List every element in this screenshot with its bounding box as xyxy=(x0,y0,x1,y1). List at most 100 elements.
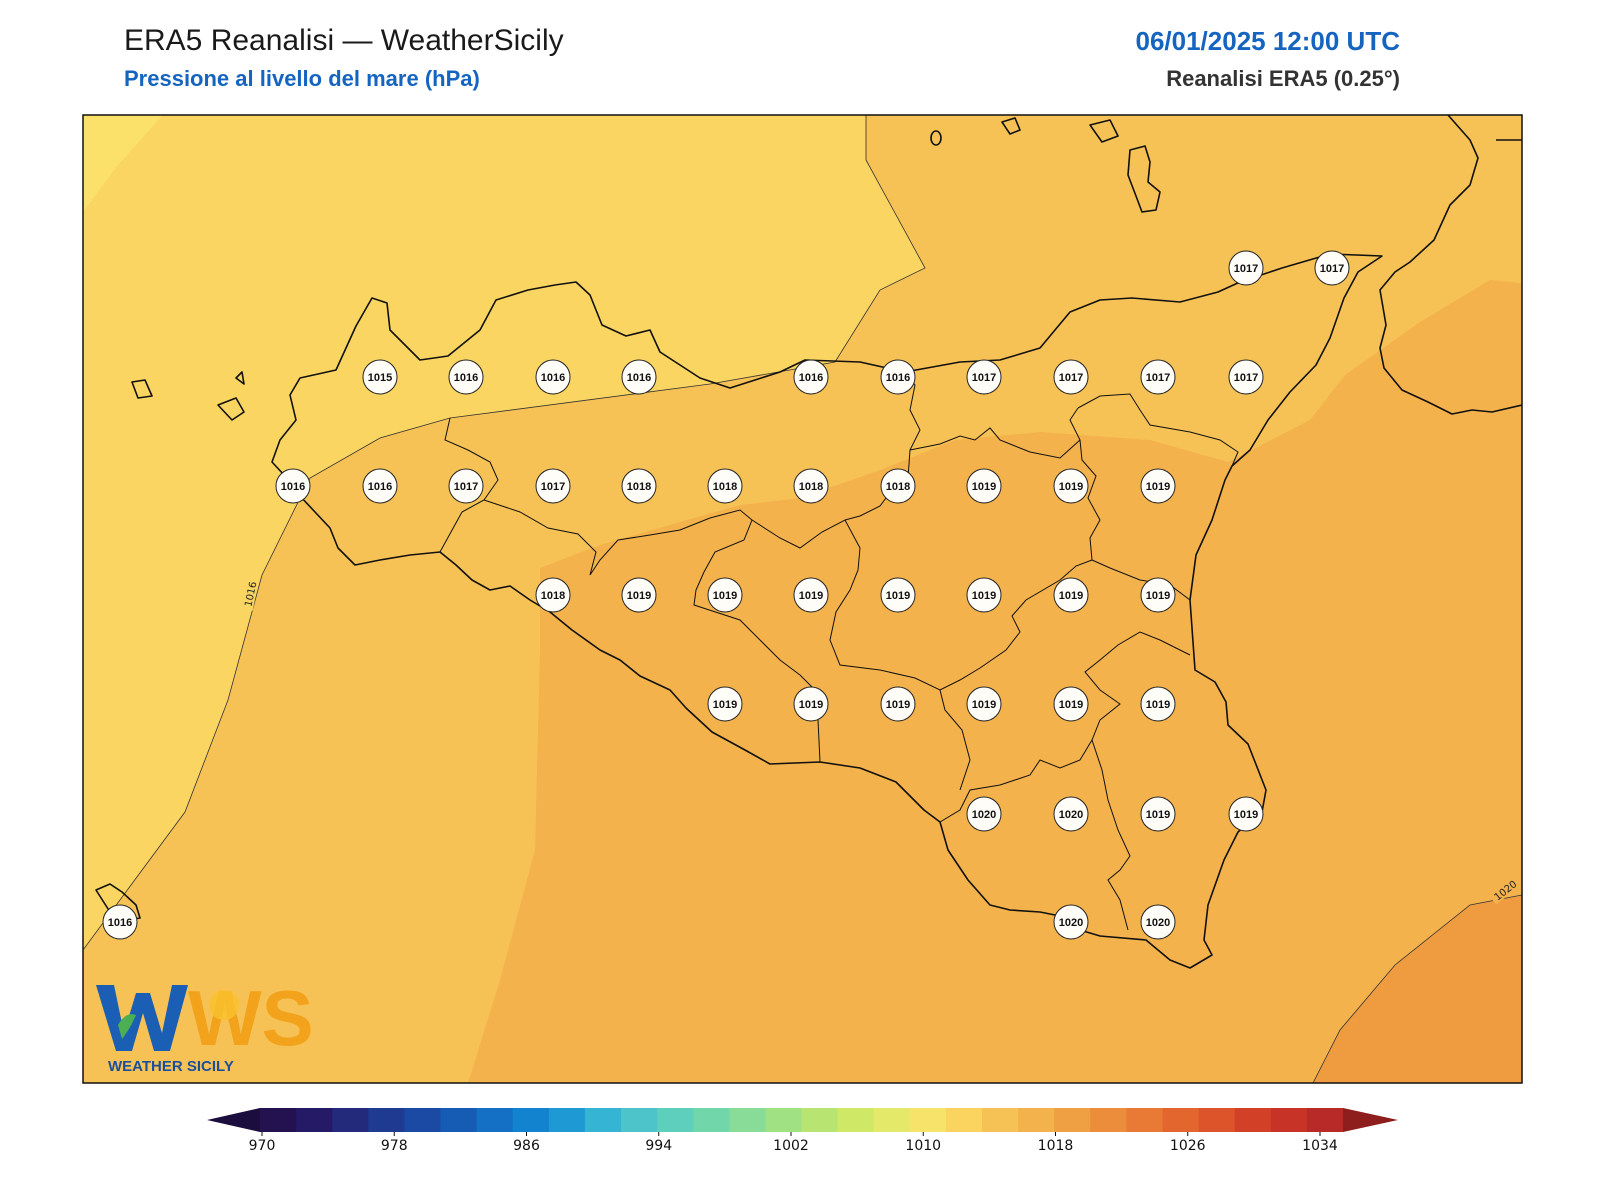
station-marker: 1017 xyxy=(1228,359,1264,395)
colorbar-cell xyxy=(729,1108,766,1132)
station-marker: 1017 xyxy=(1140,359,1176,395)
station-marker: 1018 xyxy=(535,577,571,613)
station-value: 1019 xyxy=(1146,590,1170,602)
colorbar-cell xyxy=(260,1108,297,1132)
station-marker: 1017 xyxy=(1053,359,1089,395)
station-marker: 1018 xyxy=(621,468,657,504)
colorbar-cell xyxy=(621,1108,658,1132)
colorbar-cell xyxy=(512,1108,550,1132)
province-boundaries xyxy=(439,371,1239,931)
station-value: 1020 xyxy=(1059,809,1083,821)
station-marker: 1019 xyxy=(707,686,743,722)
colorbar-tick-label: 1002 xyxy=(773,1138,809,1154)
station-value: 1017 xyxy=(541,481,565,493)
station-marker: 1019 xyxy=(1140,796,1176,832)
colorbar-cell xyxy=(1234,1108,1272,1132)
colorbar-cell xyxy=(945,1108,983,1132)
colorbar-cell xyxy=(1198,1108,1236,1132)
colorbar-tick-label: 1018 xyxy=(1038,1138,1074,1154)
station-value: 1017 xyxy=(1234,372,1258,384)
station-marker: 1017 xyxy=(1228,250,1264,286)
colorbar-cell xyxy=(440,1108,478,1132)
station-value: 1019 xyxy=(1059,481,1083,493)
station-marker: 1020 xyxy=(1053,796,1089,832)
station-marker: 1016 xyxy=(535,359,571,395)
station-value: 1016 xyxy=(627,372,651,384)
station-value: 1017 xyxy=(1234,263,1258,275)
station-marker: 1016 xyxy=(275,468,311,504)
colorbar: 970 978 986 994 1002 1010 1018 1026 1034 xyxy=(207,1108,1398,1154)
station-value: 1016 xyxy=(368,481,392,493)
station-markers: 1017 1017 1015 1016 1016 1016 1016 1016 1017 1017… xyxy=(102,250,1350,940)
colorbar-cell xyxy=(1090,1108,1127,1132)
colorbar-cell xyxy=(548,1108,586,1132)
station-marker: 1019 xyxy=(1053,686,1089,722)
field-1018 xyxy=(468,280,1522,1083)
station-marker: 1019 xyxy=(966,468,1002,504)
station-marker: 1017 xyxy=(535,468,571,504)
colorbar-cell xyxy=(296,1108,333,1132)
colorbar-cell xyxy=(909,1108,947,1132)
station-marker: 1019 xyxy=(1140,468,1176,504)
station-marker: 1016 xyxy=(793,359,829,395)
station-marker: 1020 xyxy=(966,796,1002,832)
colorbar-tick-label: 994 xyxy=(645,1138,672,1154)
station-value: 1019 xyxy=(799,699,823,711)
colorbar-tick-label: 970 xyxy=(249,1138,276,1154)
station-marker: 1019 xyxy=(707,577,743,613)
station-value: 1019 xyxy=(1146,809,1170,821)
station-marker: 1016 xyxy=(621,359,657,395)
colorbar-cell xyxy=(873,1108,911,1132)
colorbar-cell xyxy=(693,1108,730,1132)
station-marker: 1018 xyxy=(707,468,743,504)
station-value: 1019 xyxy=(1146,481,1170,493)
station-value: 1018 xyxy=(627,481,651,493)
station-marker: 1019 xyxy=(621,577,657,613)
weathersicily-logo: WS WEATHER SICILY xyxy=(96,974,314,1075)
colorbar-cell xyxy=(765,1108,803,1132)
station-marker: 1019 xyxy=(966,686,1002,722)
station-value: 1020 xyxy=(1059,917,1083,929)
station-marker: 1016 xyxy=(880,359,916,395)
colorbar-cell xyxy=(404,1108,442,1132)
station-marker: 1019 xyxy=(1053,468,1089,504)
colorbar-cell xyxy=(1054,1108,1091,1132)
station-marker: 1020 xyxy=(1140,904,1176,940)
station-value: 1018 xyxy=(713,481,737,493)
station-marker: 1018 xyxy=(793,468,829,504)
station-marker: 1019 xyxy=(793,686,829,722)
field-1016 xyxy=(83,115,925,950)
station-marker: 1019 xyxy=(793,577,829,613)
station-marker: 1016 xyxy=(362,468,398,504)
station-value: 1016 xyxy=(541,372,565,384)
sicily-coastline xyxy=(271,253,1383,969)
station-value: 1019 xyxy=(972,481,996,493)
map-subtitle: Pressione al livello del mare (hPa) xyxy=(124,66,480,91)
colorbar-cell xyxy=(1162,1108,1200,1132)
station-value: 1019 xyxy=(972,699,996,711)
station-value: 1018 xyxy=(886,481,910,493)
colorbar-tick-label: 978 xyxy=(381,1138,408,1154)
colorbar-cell xyxy=(837,1108,875,1132)
logo-name: WEATHER SICILY xyxy=(108,1058,234,1075)
colorbar-cell xyxy=(1306,1108,1344,1132)
station-value: 1017 xyxy=(1320,263,1344,275)
station-value: 1015 xyxy=(368,372,392,384)
station-marker: 1017 xyxy=(448,468,484,504)
station-marker: 1019 xyxy=(1053,577,1089,613)
coastlines xyxy=(95,115,1522,969)
colorbar-cell xyxy=(982,1108,1019,1132)
colorbar-cell xyxy=(584,1108,622,1132)
station-marker: 1019 xyxy=(1140,577,1176,613)
station-marker: 1020 xyxy=(1053,904,1089,940)
map-title: ERA5 Reanalisi — WeatherSicily xyxy=(124,24,564,57)
station-value: 1017 xyxy=(972,372,996,384)
valid-datetime: 06/01/2025 12:00 UTC xyxy=(1135,26,1400,56)
colorbar-tick-label: 1010 xyxy=(905,1138,941,1154)
station-value: 1019 xyxy=(627,590,651,602)
station-value: 1018 xyxy=(541,590,565,602)
colorbar-cell xyxy=(1126,1108,1164,1132)
svg-text:1016: 1016 xyxy=(243,581,259,608)
field-1015 xyxy=(83,115,163,212)
map-frame xyxy=(82,114,1523,1084)
